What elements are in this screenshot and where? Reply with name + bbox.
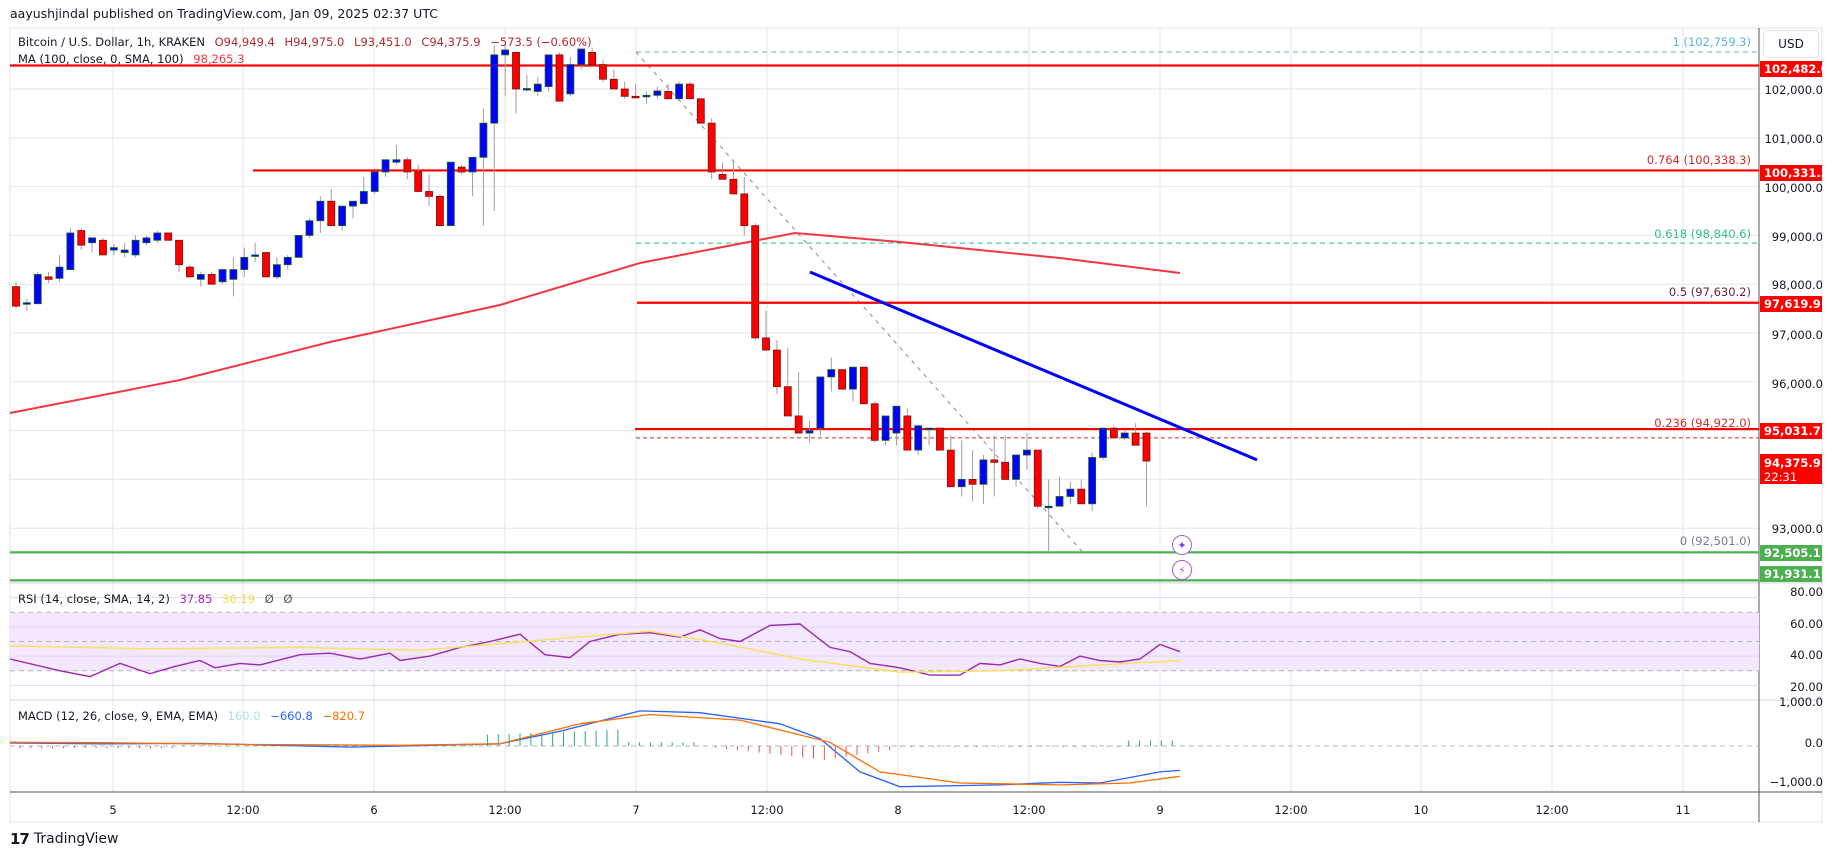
time-axis-label: 12:00 <box>226 803 260 817</box>
price-tag-resistance-2: 100,331.3 <box>1760 165 1829 181</box>
price-axis-label: 98,000.0 <box>1771 278 1823 292</box>
time-axis-label: 6 <box>370 803 378 817</box>
macd-label: MACD (12, 26, close, 9, EMA, EMA) <box>18 709 218 723</box>
macd-signal-value: −820.7 <box>322 709 366 723</box>
price-tag-resistance-3: 97,619.9 <box>1760 296 1822 312</box>
macd-axis-label: −1,000.0 <box>1769 775 1823 789</box>
tradingview-logo: 17 TradingView <box>10 830 118 848</box>
price-tag-resistance-1: 102,482.0 <box>1760 61 1829 77</box>
sparkle-icon[interactable]: ✦ <box>1172 535 1192 555</box>
close-value: C94,375.9 <box>421 35 481 49</box>
published-note: aayushjindal published on TradingView.co… <box>10 6 438 21</box>
ma-value: 98,265.3 <box>193 52 245 66</box>
time-axis-label: 12:00 <box>488 803 522 817</box>
tv-logo-icon: 17 <box>10 830 30 848</box>
time-axis-label: 5 <box>109 803 117 817</box>
price-axis-label: 97,000.0 <box>1771 328 1823 342</box>
last-price: 94,375.9 <box>1764 456 1821 470</box>
time-axis-label: 7 <box>632 803 640 817</box>
time-axis-label: 10 <box>1413 803 1429 817</box>
rsi-axis-label: 60.00 <box>1790 617 1823 631</box>
rsi-extra-2: Ø <box>283 592 293 606</box>
fib-label-0764: 0.764 (100,338.3) <box>1646 153 1751 167</box>
price-axis-label: 99,000.0 <box>1771 230 1823 244</box>
brand-name: TradingView <box>33 831 119 847</box>
price-axis-label: 93,000.0 <box>1771 522 1823 536</box>
fib-label-0236: 0.236 (94,922.0) <box>1654 416 1751 430</box>
rsi-extra-1: Ø <box>264 592 274 606</box>
open-value: O94,949.4 <box>214 35 275 49</box>
rsi-sma-value: 36.19 <box>222 592 256 606</box>
rsi-axis-label: 40.00 <box>1790 648 1823 662</box>
macd-legend: MACD (12, 26, close, 9, EMA, EMA) 160.0 … <box>18 709 371 723</box>
time-axis-label: 9 <box>1156 803 1164 817</box>
time-axis-label: 11 <box>1675 803 1691 817</box>
price-axis-label: 96,000.0 <box>1771 377 1823 391</box>
rsi-value: 37.85 <box>179 592 213 606</box>
macd-value: −660.8 <box>270 709 313 723</box>
price-tag-resistance-4: 95,031.7 <box>1760 423 1822 439</box>
high-value: H94,975.0 <box>284 35 345 49</box>
symbol-legend: Bitcoin / U.S. Dollar, 1h, KRAKEN O94,94… <box>18 35 598 49</box>
macd-hist-value: 160.0 <box>227 709 261 723</box>
low-value: L93,451.0 <box>354 35 412 49</box>
lightning-icon[interactable]: ⚡ <box>1172 560 1192 580</box>
rsi-legend: RSI (14, close, SMA, 14, 2) 37.85 36.19 … <box>18 592 298 606</box>
time-axis-label: 12:00 <box>750 803 784 817</box>
price-axis-label: 100,000.0 <box>1764 181 1823 195</box>
last-price-tag: 94,375.9 22:31 <box>1760 454 1822 484</box>
time-axis-label: 12:00 <box>1012 803 1046 817</box>
fib-label-0618: 0.618 (98,840.6) <box>1654 227 1751 241</box>
rsi-axis-label: 20.00 <box>1790 680 1823 694</box>
fib-label-1: 1 (102,759.3) <box>1672 35 1751 49</box>
price-tag-support-1: 92,505.1 <box>1760 545 1822 561</box>
symbol-name: Bitcoin / U.S. Dollar, 1h, KRAKEN <box>18 35 205 49</box>
fib-label-0: 0 (92,501.0) <box>1679 534 1751 548</box>
price-axis-label: 102,000.0 <box>1764 83 1823 97</box>
time-axis-label: 8 <box>894 803 902 817</box>
rsi-label: RSI (14, close, SMA, 14, 2) <box>18 592 170 606</box>
price-tag-support-2: 91,931.1 <box>1760 566 1822 582</box>
ma-legend: MA (100, close, 0, SMA, 100) 98,265.3 <box>18 52 250 66</box>
rsi-axis-label: 80.00 <box>1790 585 1823 599</box>
change-value: −573.5 (−0.60%) <box>490 35 592 49</box>
macd-axis-label: 0.0 <box>1804 736 1823 750</box>
currency-button[interactable]: USD <box>1763 30 1819 58</box>
macd-axis-label: 1,000.0 <box>1779 695 1823 709</box>
bar-countdown: 22:31 <box>1764 470 1798 484</box>
time-axis-label: 12:00 <box>1535 803 1569 817</box>
time-axis-label: 12:00 <box>1274 803 1308 817</box>
ma-label: MA (100, close, 0, SMA, 100) <box>18 52 184 66</box>
fib-label-05: 0.5 (97,630.2) <box>1668 285 1751 299</box>
price-axis-label: 101,000.0 <box>1764 132 1823 146</box>
